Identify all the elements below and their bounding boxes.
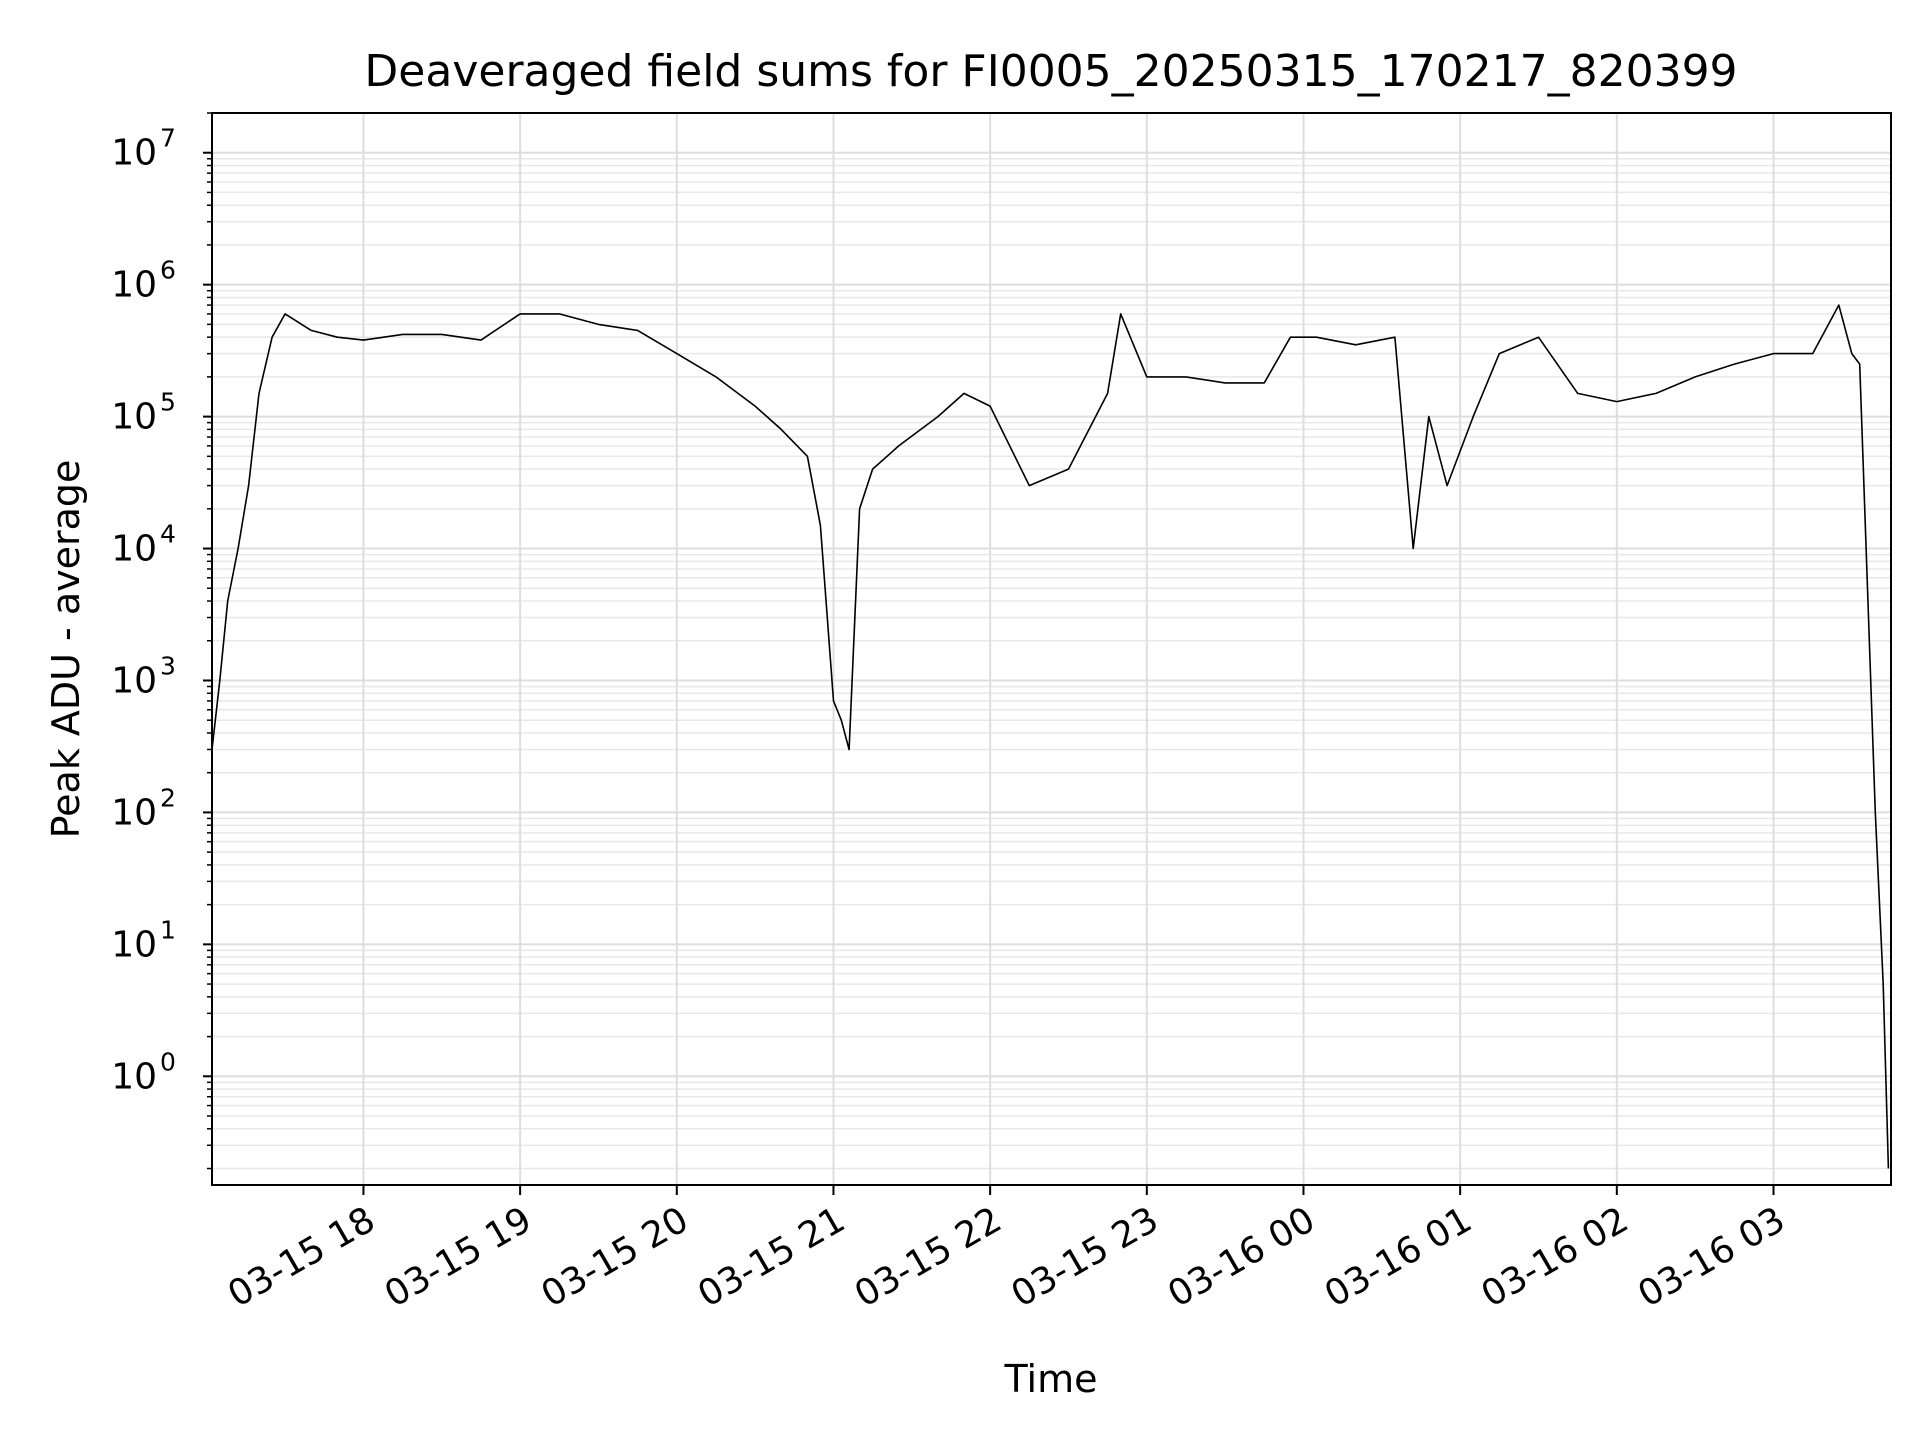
y-tick-exponent: 3 xyxy=(160,651,176,680)
x-axis-label: Time xyxy=(1004,1357,1098,1401)
x-tick-label: 03-15 20 xyxy=(535,1199,696,1315)
y-tick-label: 10 xyxy=(111,133,157,174)
x-tick-label: 03-15 21 xyxy=(691,1199,852,1315)
y-tick-exponent: 7 xyxy=(160,124,176,153)
y-tick-exponent: 0 xyxy=(160,1047,176,1076)
y-tick-label: 10 xyxy=(111,397,157,438)
x-tick-label: 03-15 23 xyxy=(1005,1199,1166,1315)
x-tick-label: 03-16 00 xyxy=(1161,1199,1322,1315)
x-tick-label: 03-16 03 xyxy=(1631,1199,1792,1315)
series-line xyxy=(211,304,1890,1169)
plot-frame xyxy=(211,112,1892,1186)
x-tick-label: 03-16 02 xyxy=(1475,1199,1636,1315)
major-gridlines xyxy=(212,113,1891,1185)
y-tick-exponent: 5 xyxy=(160,388,176,417)
y-tick-exponent: 6 xyxy=(160,256,176,285)
y-tick-label: 10 xyxy=(111,660,157,701)
x-tick-label: 03-15 18 xyxy=(221,1199,382,1315)
chart-title: Deaveraged field sums for FI0005_2025031… xyxy=(364,46,1737,97)
y-axis-label: Peak ADU - average xyxy=(44,460,88,839)
y-tick-label: 10 xyxy=(111,1056,157,1097)
x-tick-label: 03-15 19 xyxy=(378,1199,539,1315)
y-tick-exponent: 4 xyxy=(160,520,176,549)
x-tick-label: 03-16 01 xyxy=(1318,1199,1479,1315)
series-layer xyxy=(211,304,1890,1169)
y-tick-label: 10 xyxy=(111,792,157,833)
y-tick-label: 10 xyxy=(111,529,157,570)
y-tick-label: 10 xyxy=(111,265,157,306)
minor-gridlines xyxy=(212,112,1891,1170)
y-tick-exponent: 2 xyxy=(160,783,176,812)
y-tick-exponent: 1 xyxy=(160,915,176,944)
y-tick-label: 10 xyxy=(111,924,157,965)
x-tick-label: 03-15 22 xyxy=(848,1199,1009,1315)
